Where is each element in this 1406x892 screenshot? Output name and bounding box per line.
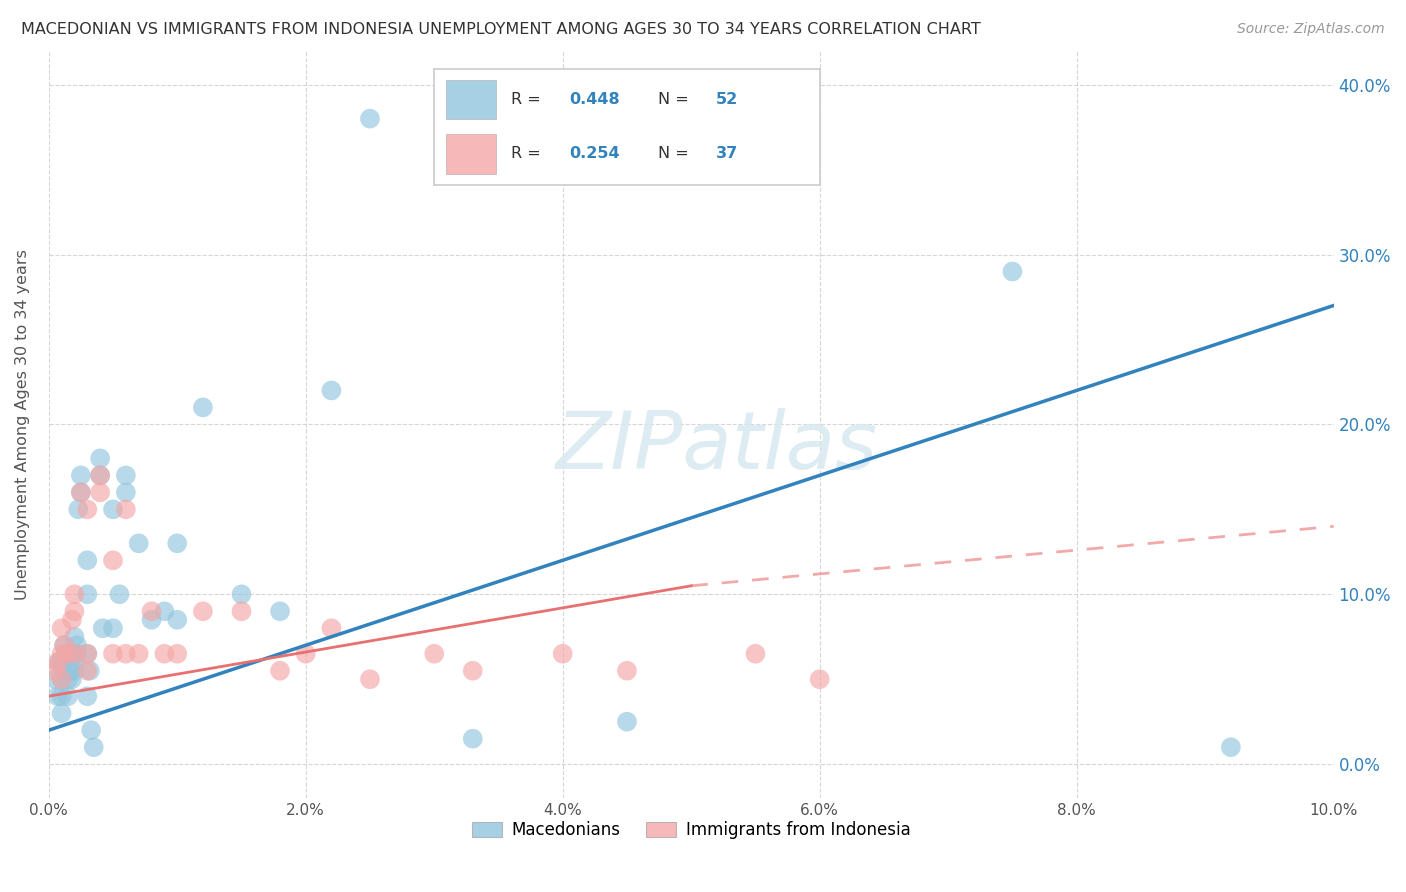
Legend: Macedonians, Immigrants from Indonesia: Macedonians, Immigrants from Indonesia	[465, 814, 917, 846]
Macedonians	[76, 587, 98, 601]
Macedonians	[58, 647, 80, 661]
Macedonians	[80, 723, 103, 738]
Macedonians	[67, 502, 90, 516]
Immigrants from Indonesia	[744, 647, 766, 661]
Immigrants from Indonesia	[76, 502, 98, 516]
Macedonians	[51, 672, 73, 686]
Immigrants from Indonesia	[461, 664, 484, 678]
Macedonians	[79, 664, 101, 678]
Immigrants from Indonesia	[808, 672, 831, 686]
Immigrants from Indonesia	[101, 553, 124, 567]
Macedonians	[616, 714, 638, 729]
Immigrants from Indonesia	[76, 664, 98, 678]
Immigrants from Indonesia	[294, 647, 316, 661]
Macedonians	[59, 664, 82, 678]
Immigrants from Indonesia	[51, 647, 73, 661]
Macedonians	[70, 468, 93, 483]
Macedonians	[101, 502, 124, 516]
Immigrants from Indonesia	[53, 638, 76, 652]
Macedonians	[141, 613, 163, 627]
Macedonians	[56, 672, 79, 686]
Immigrants from Indonesia	[76, 647, 98, 661]
Immigrants from Indonesia	[70, 485, 93, 500]
Immigrants from Indonesia	[321, 621, 343, 635]
Macedonians	[70, 485, 93, 500]
Macedonians	[115, 485, 138, 500]
Immigrants from Indonesia	[231, 604, 253, 618]
Immigrants from Indonesia	[153, 647, 176, 661]
Immigrants from Indonesia	[63, 647, 86, 661]
Macedonians	[51, 690, 73, 704]
Macedonians	[321, 384, 343, 398]
Macedonians	[55, 647, 77, 661]
Macedonians	[128, 536, 150, 550]
Macedonians	[359, 112, 381, 126]
Macedonians	[89, 451, 111, 466]
Macedonians	[91, 621, 114, 635]
Macedonians	[56, 690, 79, 704]
Macedonians	[153, 604, 176, 618]
Immigrants from Indonesia	[89, 485, 111, 500]
Y-axis label: Unemployment Among Ages 30 to 34 years: Unemployment Among Ages 30 to 34 years	[15, 249, 30, 599]
Macedonians	[60, 672, 83, 686]
Macedonians	[63, 630, 86, 644]
Macedonians	[461, 731, 484, 746]
Immigrants from Indonesia	[423, 647, 446, 661]
Immigrants from Indonesia	[166, 647, 188, 661]
Macedonians	[101, 621, 124, 635]
Text: ZIPatlas: ZIPatlas	[555, 408, 877, 486]
Immigrants from Indonesia	[115, 502, 138, 516]
Macedonians	[63, 647, 86, 661]
Macedonians	[66, 647, 89, 661]
Immigrants from Indonesia	[63, 587, 86, 601]
Immigrants from Indonesia	[89, 468, 111, 483]
Immigrants from Indonesia	[269, 664, 291, 678]
Immigrants from Indonesia	[115, 647, 138, 661]
Macedonians	[1219, 740, 1241, 755]
Macedonians	[66, 638, 89, 652]
Macedonians	[115, 468, 138, 483]
Immigrants from Indonesia	[616, 664, 638, 678]
Macedonians	[231, 587, 253, 601]
Macedonians	[108, 587, 131, 601]
Immigrants from Indonesia	[141, 604, 163, 618]
Immigrants from Indonesia	[128, 647, 150, 661]
Macedonians	[83, 740, 105, 755]
Macedonians	[46, 690, 69, 704]
Macedonians	[51, 706, 73, 721]
Macedonians	[76, 553, 98, 567]
Macedonians	[76, 647, 98, 661]
Immigrants from Indonesia	[63, 604, 86, 618]
Immigrants from Indonesia	[51, 672, 73, 686]
Macedonians	[166, 613, 188, 627]
Immigrants from Indonesia	[551, 647, 574, 661]
Macedonians	[1001, 264, 1024, 278]
Immigrants from Indonesia	[56, 647, 79, 661]
Immigrants from Indonesia	[51, 621, 73, 635]
Macedonians	[53, 638, 76, 652]
Macedonians	[76, 690, 98, 704]
Macedonians	[44, 672, 66, 686]
Macedonians	[269, 604, 291, 618]
Macedonians	[63, 664, 86, 678]
Macedonians	[89, 468, 111, 483]
Macedonians	[51, 655, 73, 669]
Immigrants from Indonesia	[60, 613, 83, 627]
Immigrants from Indonesia	[46, 655, 69, 669]
Immigrants from Indonesia	[359, 672, 381, 686]
Immigrants from Indonesia	[101, 647, 124, 661]
Macedonians	[191, 401, 214, 415]
Immigrants from Indonesia	[191, 604, 214, 618]
Macedonians	[48, 655, 70, 669]
Text: MACEDONIAN VS IMMIGRANTS FROM INDONESIA UNEMPLOYMENT AMONG AGES 30 TO 34 YEARS C: MACEDONIAN VS IMMIGRANTS FROM INDONESIA …	[21, 22, 981, 37]
Text: Source: ZipAtlas.com: Source: ZipAtlas.com	[1237, 22, 1385, 37]
Immigrants from Indonesia	[44, 664, 66, 678]
Macedonians	[166, 536, 188, 550]
Macedonians	[63, 655, 86, 669]
